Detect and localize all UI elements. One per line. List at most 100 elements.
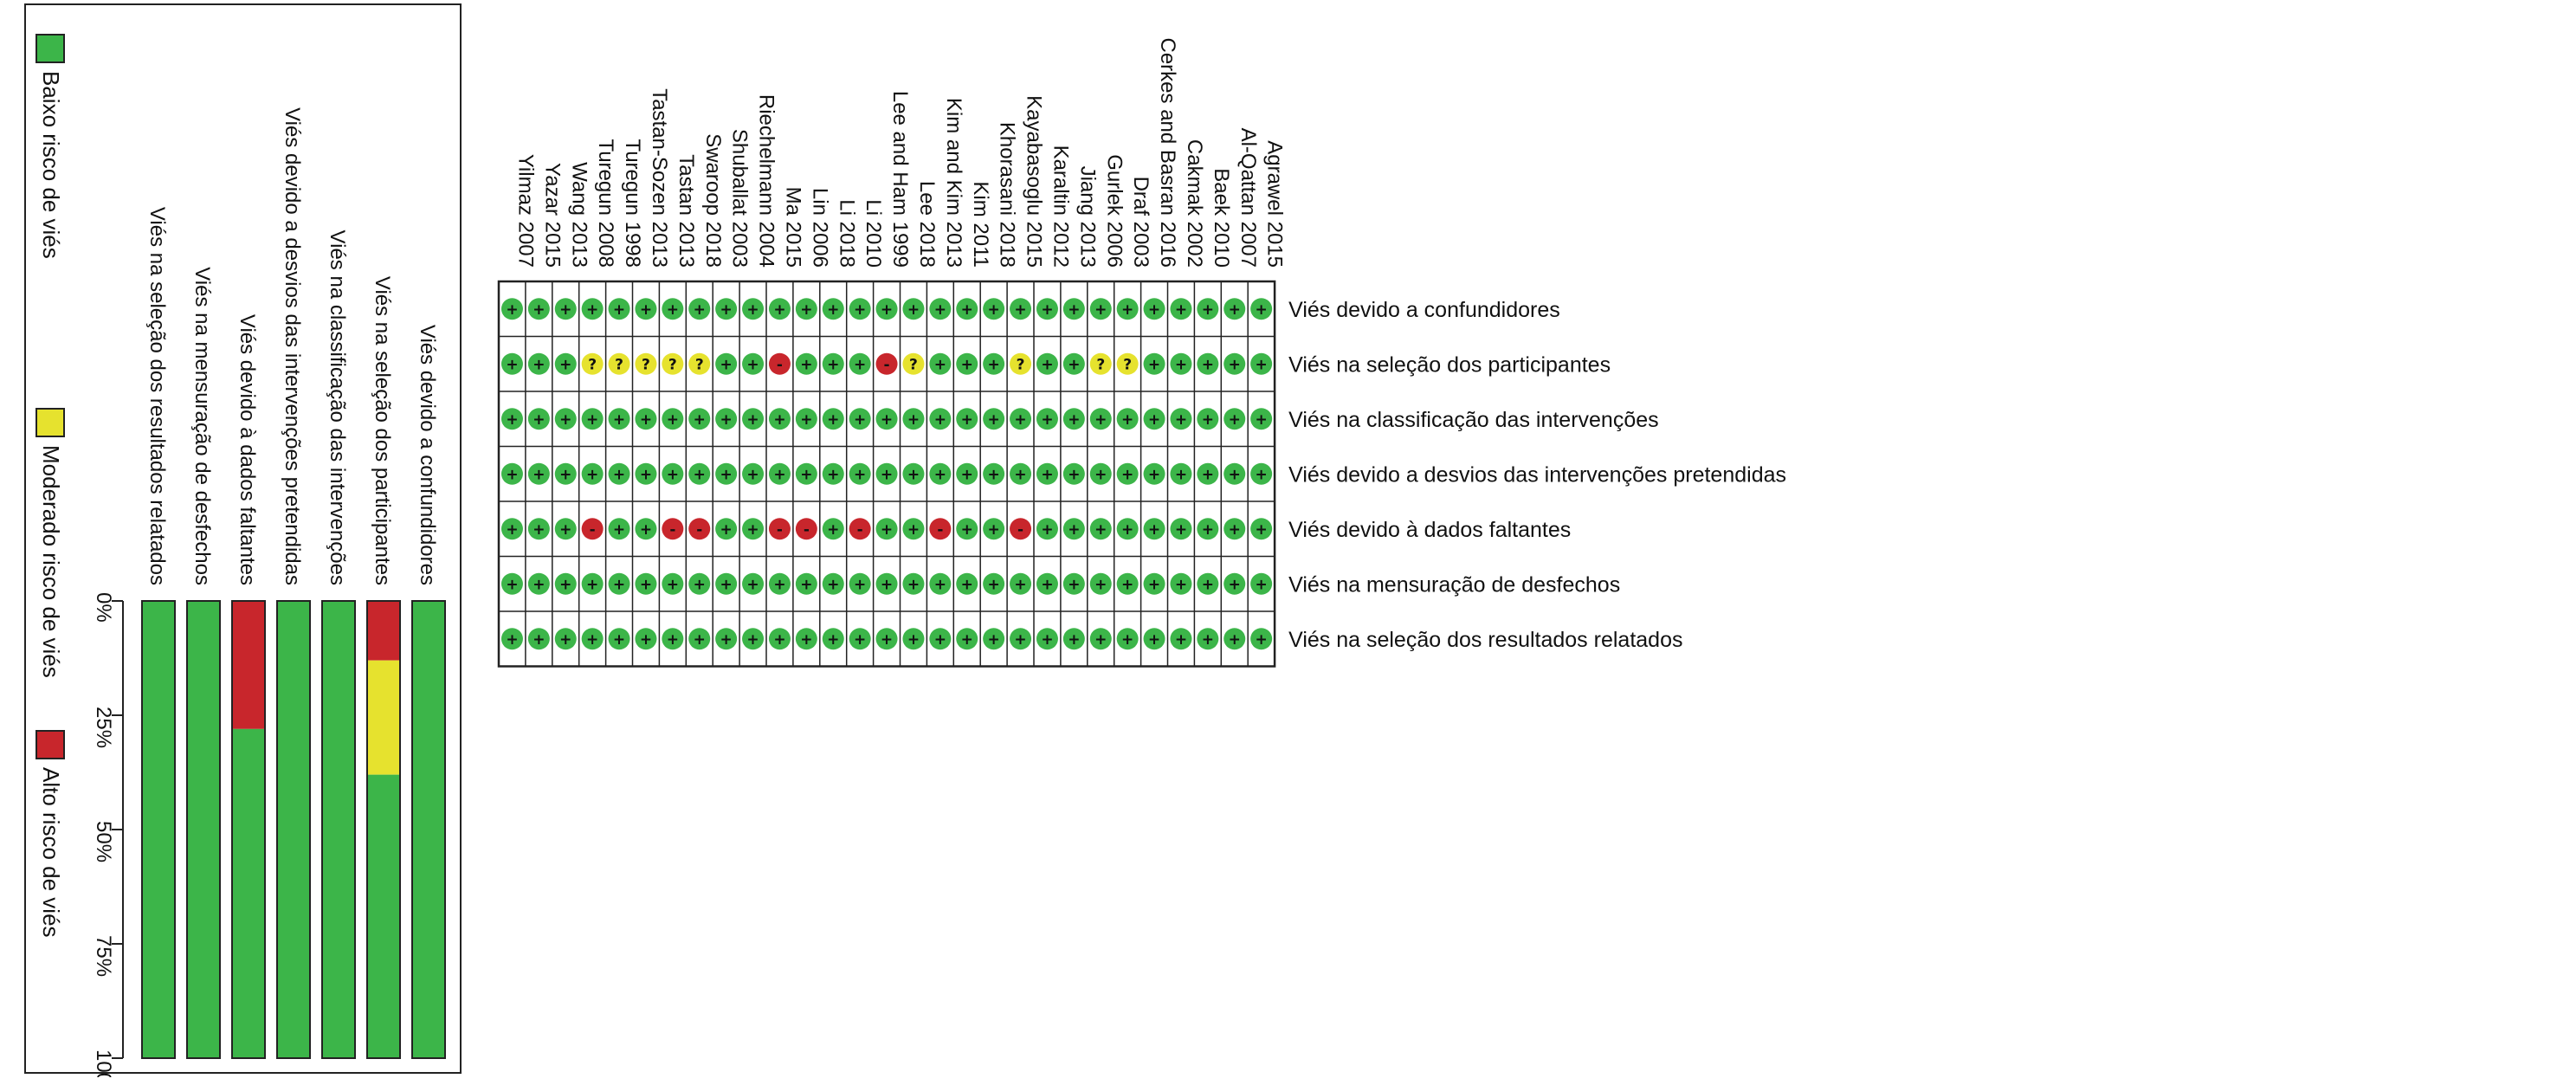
rating-symbol: + — [934, 576, 946, 593]
rating-dot-low — [1223, 298, 1246, 320]
rating-symbol: + — [1202, 411, 1214, 429]
rating-symbol: + — [506, 576, 518, 593]
study-label: Turegun 1998 — [621, 139, 644, 268]
rating-symbol: + — [773, 631, 785, 649]
rating-symbol: + — [746, 521, 759, 539]
rating-dot-low — [1062, 628, 1085, 650]
rating-dot-low — [902, 298, 925, 320]
rating-symbol: + — [559, 631, 571, 649]
rating-dot-low — [500, 462, 523, 485]
rating-symbol: + — [988, 301, 1000, 319]
rating-symbol: + — [773, 576, 785, 593]
rating-dot-low — [581, 408, 604, 430]
rating-dot-low — [1010, 408, 1032, 430]
bar-category-label: Viés na seleção dos participantes — [371, 276, 394, 585]
rating-symbol: + — [533, 411, 545, 429]
bar-category-label: Viés na mensuração de desfechos — [190, 267, 214, 585]
rating-dot-low — [688, 628, 711, 650]
rating-symbol: + — [907, 521, 920, 539]
rating-symbol: - — [937, 521, 943, 539]
rating-symbol: ? — [695, 356, 704, 373]
legend-label-low: Baixo risco de viés — [38, 71, 64, 259]
bar-outline — [411, 600, 446, 1059]
rating-symbol: + — [1094, 576, 1107, 593]
summary-bar-chart: Baixo risco de viés Moderado risco de vié… — [36, 34, 446, 1077]
rating-symbol: + — [1202, 356, 1214, 373]
rating-dot-low — [1116, 462, 1139, 485]
rating-dot-low — [1116, 572, 1139, 595]
rating-symbol: + — [1014, 466, 1026, 483]
rating-dot-low — [849, 408, 871, 430]
rating-symbol: + — [1175, 521, 1187, 539]
domain-label: Viés devido a desvios das intervenções p… — [1288, 462, 1786, 487]
rating-dot-low — [1089, 462, 1112, 485]
rating-symbol: + — [640, 631, 652, 649]
study-label: Khorasani 2018 — [996, 122, 1019, 268]
rating-symbol: + — [1229, 466, 1241, 483]
rating-symbol: + — [800, 411, 812, 429]
rating-dot-low — [1089, 628, 1112, 650]
bar-segment — [232, 728, 265, 1058]
rating-symbol: + — [1121, 466, 1133, 483]
study-label: Cerkes and Basran 2016 — [1156, 38, 1179, 268]
study-label: Kim 2011 — [969, 181, 992, 268]
rating-dot-low — [875, 572, 898, 595]
rating-symbol: + — [881, 466, 893, 483]
rating-symbol: + — [1121, 411, 1133, 429]
rating-dot-low — [1062, 408, 1085, 430]
rating-dot-low — [1197, 408, 1219, 430]
rating-dot-low — [1223, 352, 1246, 375]
bar-category-label: Viés devido à dados faltantes — [236, 314, 259, 585]
bar-outline — [366, 600, 401, 1059]
domain-label: Viés na seleção dos participantes — [1288, 352, 1611, 377]
rating-dot-low — [1223, 462, 1246, 485]
rating-dot-low — [768, 462, 791, 485]
bar-outline — [276, 600, 311, 1059]
rating-dot-low — [715, 462, 738, 485]
legend-swatch-moderate — [36, 408, 65, 437]
rating-symbol: + — [586, 576, 598, 593]
rating-symbol: + — [1229, 521, 1241, 539]
rating-symbol: + — [1175, 301, 1187, 319]
rating-symbol: + — [800, 356, 812, 373]
rating-symbol: + — [694, 631, 706, 649]
rating-dot-low — [1170, 518, 1192, 540]
rating-symbol: ? — [1123, 356, 1132, 373]
study-label: Yilmaz 2007 — [513, 154, 537, 268]
rating-dot-low — [1143, 408, 1165, 430]
rating-symbol: + — [720, 521, 733, 539]
rating-symbol: ? — [1017, 356, 1025, 373]
rating-dot-low — [688, 408, 711, 430]
rating-dot-moderate — [608, 352, 630, 375]
study-label: Draf 2003 — [1129, 177, 1152, 268]
study-label: Kayabasoglu 2015 — [1023, 95, 1046, 268]
rating-symbol: + — [854, 411, 866, 429]
rating-dot-low — [1197, 352, 1219, 375]
rating-dot-low — [635, 518, 657, 540]
rating-dot-low — [1062, 518, 1085, 540]
rating-dot-high — [795, 518, 817, 540]
rating-symbol: + — [827, 631, 839, 649]
rating-dot-low — [1143, 352, 1165, 375]
rating-symbol: + — [506, 356, 518, 373]
study-label: Kim and Kim 2013 — [942, 98, 965, 268]
rating-symbol: + — [720, 411, 733, 429]
rating-symbol: + — [827, 356, 839, 373]
rating-dot-low — [849, 572, 871, 595]
rating-dot-low — [1116, 408, 1139, 430]
rating-symbol: + — [667, 411, 679, 429]
rating-dot-low — [822, 518, 844, 540]
rating-symbol: - — [857, 521, 863, 539]
rating-dot-low — [1250, 408, 1273, 430]
rating-dot-low — [849, 462, 871, 485]
rating-dot-low — [1143, 462, 1165, 485]
rating-dot-low — [500, 518, 523, 540]
rating-symbol: + — [1256, 466, 1268, 483]
rating-symbol: ? — [668, 356, 677, 373]
rating-dot-low — [929, 298, 952, 320]
rating-dot-low — [875, 298, 898, 320]
rating-symbol: + — [559, 521, 571, 539]
rating-symbol: + — [881, 631, 893, 649]
study-label: Li 2018 — [835, 199, 858, 268]
legend-swatch-high — [36, 730, 65, 759]
